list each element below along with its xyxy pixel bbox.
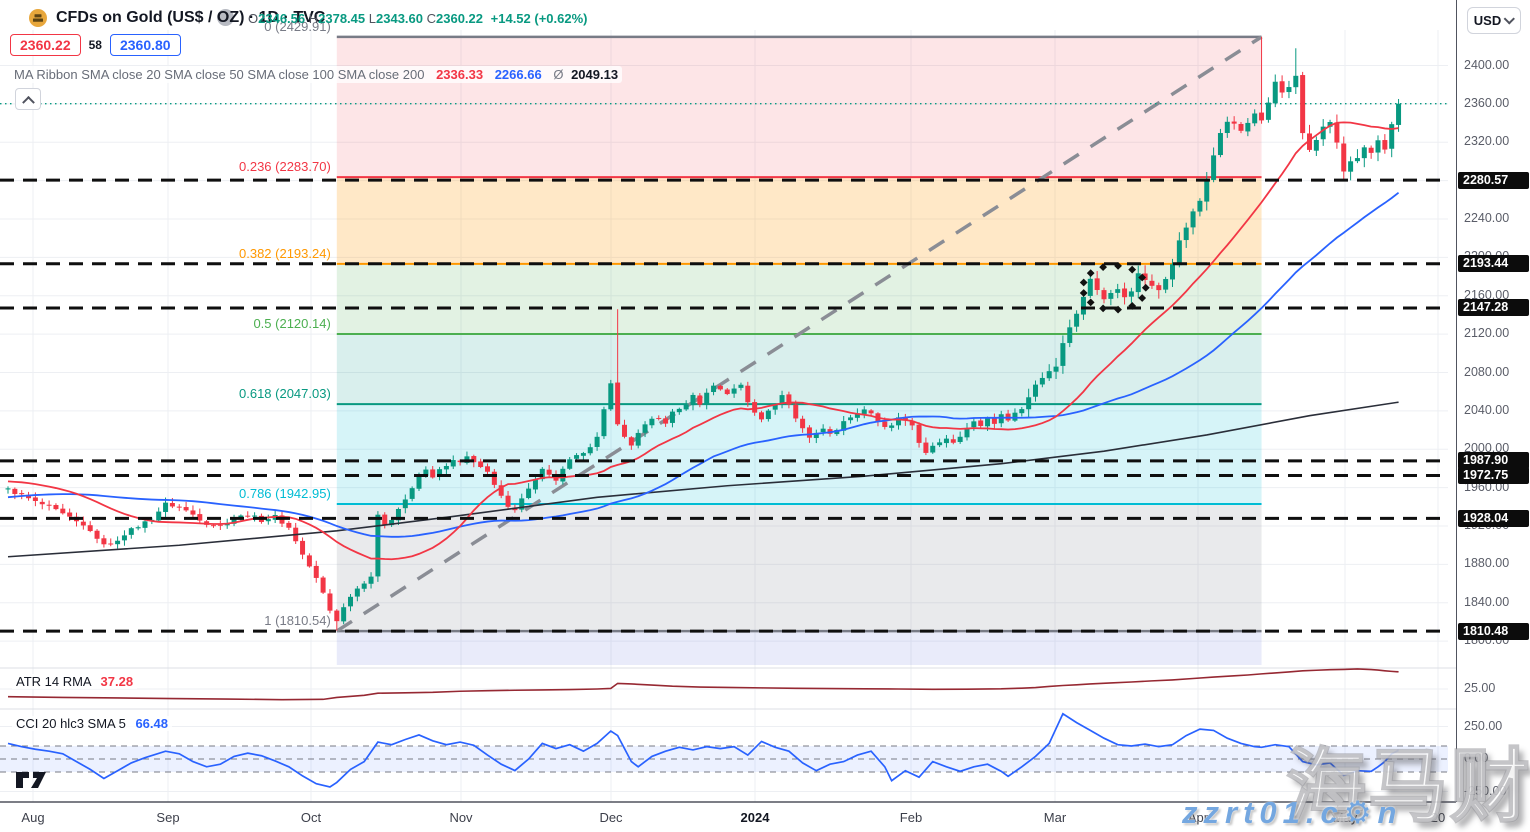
price-tick-label: 2160.00: [1464, 287, 1510, 302]
cci-line: [7, 712, 1399, 788]
price-line-pill: 2147.28: [1458, 299, 1529, 317]
time-tick-label: 20: [1430, 810, 1446, 825]
ask-button[interactable]: 2360.80: [109, 34, 181, 56]
close-value: 2360.22: [436, 11, 484, 26]
fibonacci-retracement: [335, 35, 1263, 665]
time-tick-label: May: [1332, 810, 1358, 825]
time-tick-label: Dec: [599, 810, 623, 825]
cci-title: CCI 20 hlc3 SMA 5: [16, 716, 126, 731]
time-tick-label: Feb: [899, 810, 923, 825]
symbol-title[interactable]: CFDs on Gold (US$ / OZ) · 1D · TVC: [56, 9, 326, 26]
cci-pane-legend[interactable]: CCI 20 hlc3 SMA 5 66.48: [12, 716, 172, 731]
price-line-pill: 1928.04: [1458, 509, 1529, 527]
low-value: 2343.60: [376, 11, 423, 26]
collapse-legend-button[interactable]: [15, 88, 41, 110]
fib-level-label: 0.236 (2283.70): [239, 159, 331, 175]
change-value: +14.52 (+0.62%): [490, 11, 588, 26]
sma50-value: 2266.66: [494, 67, 542, 82]
chevron-down-icon: [1503, 12, 1516, 25]
price-line-pill: 1987.90: [1458, 452, 1529, 470]
spread-value: 58: [88, 38, 102, 52]
price-tick-label: 1840.00: [1464, 594, 1510, 609]
cci-tick-label: 250.00: [1464, 718, 1503, 733]
fib-level-label: 0.382 (2193.24): [239, 245, 331, 261]
fib-level-label: 0.5 (2120.14): [253, 316, 331, 332]
time-tick-label: Sep: [156, 810, 180, 825]
price-tick-label: 1880.00: [1464, 556, 1510, 571]
price-line-pill: 2280.57: [1458, 171, 1529, 189]
price-tick-label: 2120.00: [1464, 326, 1510, 341]
time-tick-label: Nov: [449, 810, 473, 825]
fib-level-label: 1 (1810.54): [264, 613, 331, 629]
price-tick-label: 2000.00: [1464, 441, 1510, 456]
horizontal-price-lines: [0, 178, 1448, 633]
price-tick-label: 2240.00: [1464, 211, 1510, 226]
sma200-value: 2049.13: [571, 67, 619, 82]
cci-value: 66.48: [135, 716, 168, 731]
sma20-line: [7, 121, 1399, 561]
sma200-line: [7, 401, 1399, 558]
chevron-up-icon: [21, 95, 35, 109]
tradingview-logo[interactable]: [14, 768, 50, 792]
time-tick-label: Oct: [300, 810, 322, 825]
high-label: H: [308, 11, 319, 26]
sma20-value: 2336.33: [436, 67, 484, 82]
atr-pane-legend[interactable]: ATR 14 RMA 37.28: [12, 674, 138, 689]
gold-symbol-icon: [29, 9, 47, 27]
ma-ribbon-legend: MA Ribbon SMA close 20 SMA close 50 SMA …: [10, 66, 623, 83]
time-axis[interactable]: Aug Sep Oct Nov Dec 2024 Feb Mar Apr May 20: [0, 803, 1530, 832]
price-line-pill: 1972.75: [1458, 466, 1529, 484]
low-label: L: [368, 11, 376, 26]
time-tick-label: Apr: [1187, 810, 1209, 825]
cci-tick-label: 0.00: [1464, 751, 1489, 765]
cci-tick-label: -250.00: [1464, 783, 1507, 798]
fib-level-label: 0.618 (2047.03): [239, 386, 331, 402]
ohlc-readout: O2346.56 H2378.45 L2343.60 C2360.22 +14.…: [248, 11, 588, 26]
price-tick-label: 2400.00: [1464, 57, 1510, 72]
candles: [5, 36, 1402, 631]
fib-level-label: 0 (2429.91): [264, 18, 331, 34]
open-value: 2346.56: [258, 11, 306, 26]
time-tick-label: Aug: [21, 810, 45, 825]
average-symbol: Ø: [553, 67, 564, 82]
currency-label: USD: [1473, 13, 1502, 28]
currency-selector[interactable]: USD: [1467, 7, 1521, 34]
price-tick-label: 2040.00: [1464, 402, 1510, 417]
price-axis[interactable]: USD 2400.002360.002320.002280.002240.002…: [1456, 0, 1530, 802]
atr-line: [7, 668, 1399, 701]
ma-ribbon-label[interactable]: MA Ribbon SMA close 20 SMA close 50 SMA …: [14, 67, 425, 82]
fib-level-label: 0.786 (1942.95): [239, 486, 331, 502]
toolbar-more-button[interactable]: [217, 9, 234, 26]
grid-lines: [0, 30, 1448, 802]
chart-canvas[interactable]: [0, 0, 1456, 803]
open-label: O: [248, 11, 259, 26]
bid-ask-row: 2360.22 58 2360.80: [10, 34, 181, 56]
atr-tick-label: 25.00: [1464, 681, 1496, 695]
price-line-pill: 2193.44: [1458, 255, 1529, 273]
time-tick-label: 2024: [740, 810, 770, 825]
time-tick-label: Mar: [1043, 810, 1067, 825]
price-tick-label: 2320.00: [1464, 134, 1510, 149]
high-value: 2378.45: [318, 11, 366, 26]
price-tick-label: 2080.00: [1464, 364, 1510, 379]
atr-value: 37.28: [100, 674, 134, 689]
symbol-header: CFDs on Gold (US$ / OZ) · 1D · TVC: [28, 8, 325, 28]
cci-band: [0, 746, 1448, 772]
price-tick-label: 2360.00: [1464, 95, 1510, 110]
close-label: C: [426, 11, 437, 26]
price-line-pill: 1810.48: [1458, 622, 1529, 640]
atr-title: ATR 14 RMA: [16, 674, 91, 689]
bid-button[interactable]: 2360.22: [10, 34, 81, 56]
